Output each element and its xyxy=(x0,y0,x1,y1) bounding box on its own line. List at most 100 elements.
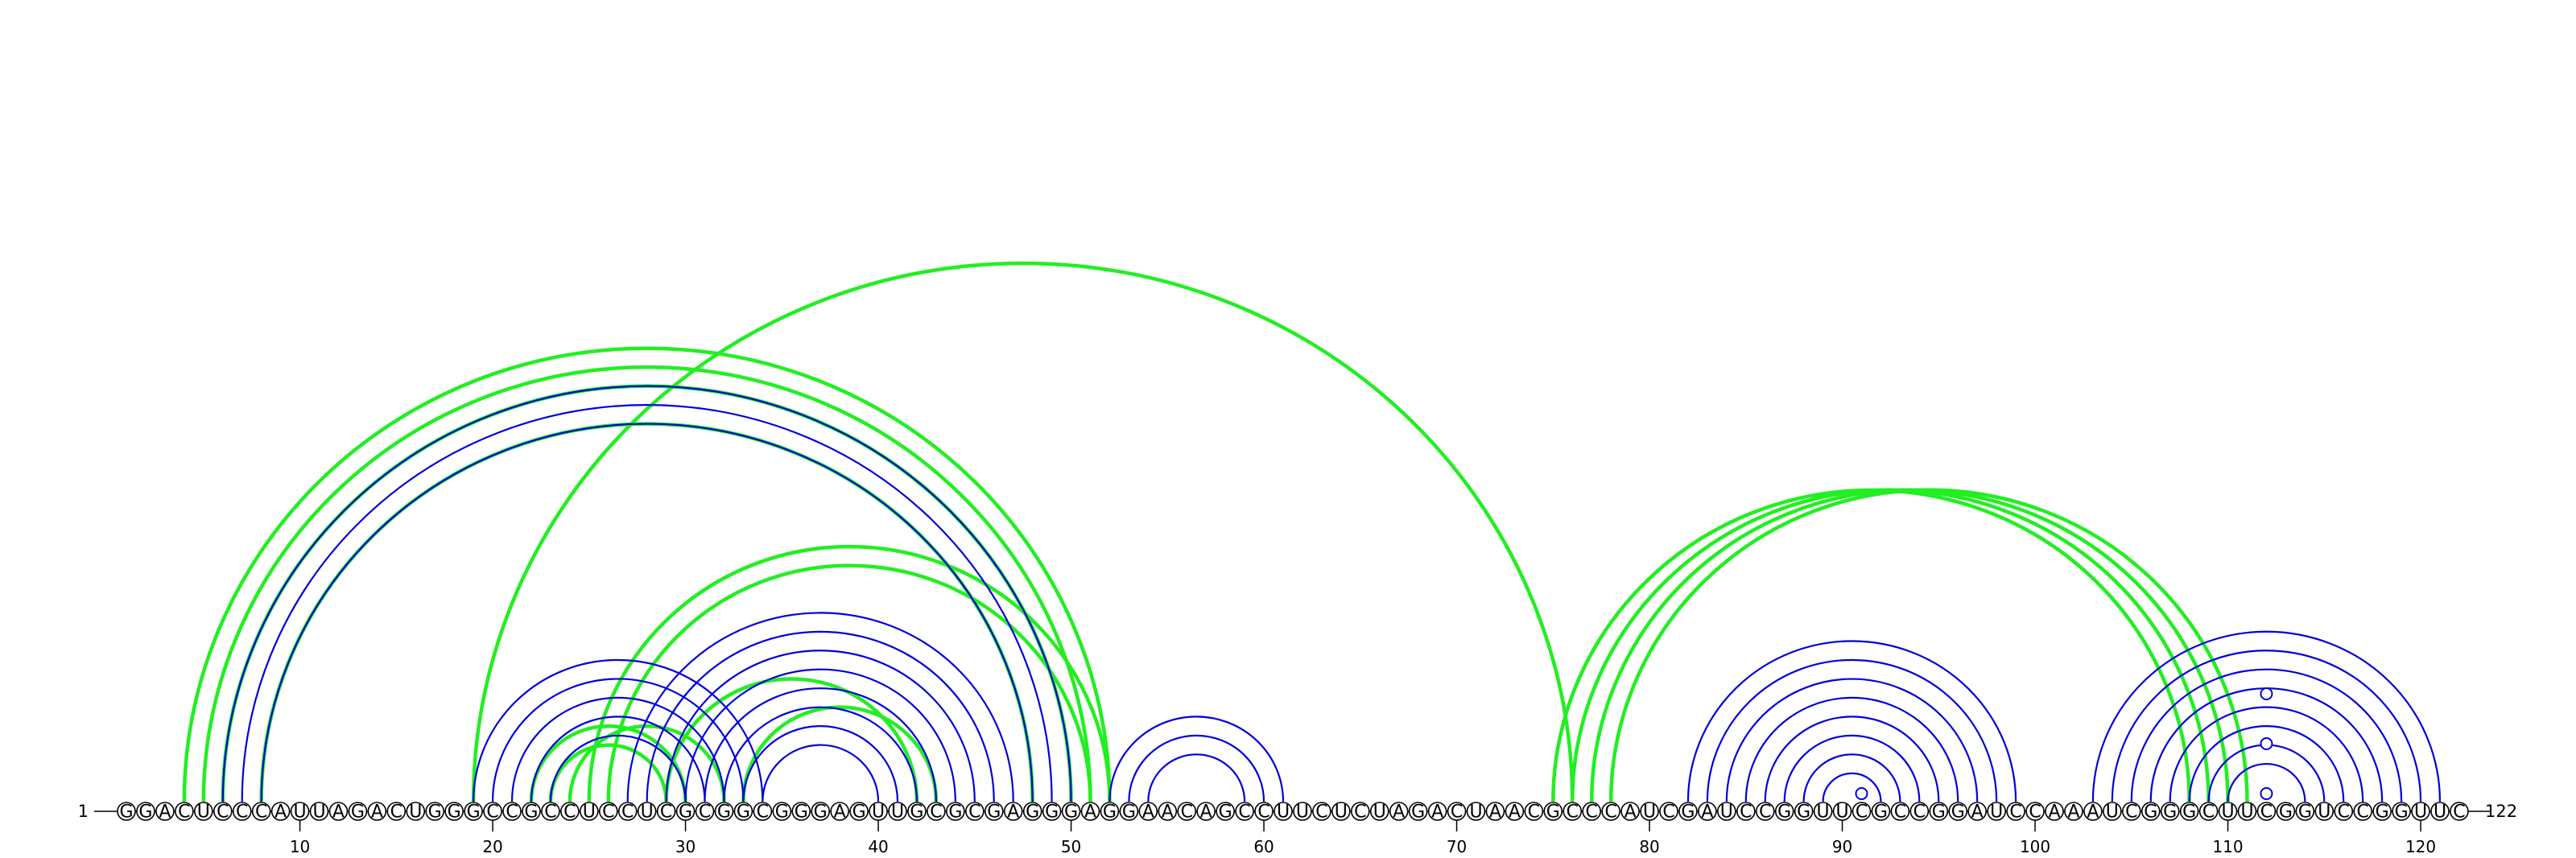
nucleotide-circle xyxy=(1698,802,1717,821)
blue-arc-20-33 xyxy=(491,678,745,802)
nucleotide-letter: C xyxy=(1604,802,1616,823)
nucleotide-circle xyxy=(1312,802,1331,821)
nucleotide-circle xyxy=(2140,802,2161,821)
nucleotide-circle xyxy=(1485,802,1505,821)
blue-arc-103-121 xyxy=(2091,630,2442,802)
nucleotide-letter: G xyxy=(1874,802,1888,823)
nucleotide-107: G xyxy=(2160,802,2180,823)
nucleotide-119: G xyxy=(2392,802,2411,823)
nucleotide-letter: G xyxy=(948,802,962,823)
green-arc-4-52 xyxy=(182,346,1112,802)
nucleotide-letter: A xyxy=(1431,802,1443,823)
nucleotide-circle xyxy=(2122,802,2141,821)
nucleotide-circle xyxy=(328,802,349,821)
nucleotide-circle xyxy=(2450,802,2469,821)
nucleotide-114: G xyxy=(2295,802,2315,823)
nucleotide-letter: G xyxy=(795,802,808,823)
nucleotide-1: G xyxy=(117,802,136,823)
nucleotide-97: A xyxy=(1967,802,1987,823)
nucleotide-letter: U xyxy=(1277,802,1290,823)
nucleotide-letter: U xyxy=(583,802,596,823)
nucleotide-circle xyxy=(1678,802,1698,821)
nucleotide-letter: G xyxy=(2182,802,2196,823)
nucleotide-letter: C xyxy=(2202,802,2215,823)
nucleotide-letter: A xyxy=(2087,802,2099,823)
nucleotide-42: G xyxy=(907,802,927,823)
nucleotide-circle xyxy=(888,802,907,821)
nucleotide-circle xyxy=(1003,802,1023,821)
nucleotide-51: A xyxy=(1080,802,1100,823)
nucleotide-circle xyxy=(1852,802,1872,821)
nucleotide-circle xyxy=(1948,802,1968,821)
blue-arc-108-116 xyxy=(2188,725,2345,802)
nucleotide-47: A xyxy=(1003,802,1023,823)
blue-arc-86-95 xyxy=(1764,716,1940,802)
green-arc-6-50 xyxy=(221,384,1073,802)
nucleotide-109: C xyxy=(2198,802,2219,823)
nucleotide-letter: C xyxy=(1315,802,1327,823)
blue-arc-54-59 xyxy=(1147,753,1246,802)
nucleotide-73: A xyxy=(1505,802,1525,823)
blue-arc-31-43 xyxy=(704,687,937,802)
nucleotide-circle xyxy=(1466,802,1486,821)
nucleotide-letter: G xyxy=(2395,802,2409,823)
nucleotide-letter: A xyxy=(1162,802,1174,823)
nucleotide-circle xyxy=(1505,802,1525,821)
nucleotide-46: G xyxy=(984,802,1004,823)
nucleotide-circle xyxy=(444,802,464,821)
nucleotide-letter: U xyxy=(1373,802,1386,823)
nucleotide-letter: C xyxy=(968,802,980,823)
blue-arc-53-60 xyxy=(1128,734,1265,802)
nucleotide-64: U xyxy=(1331,802,1351,823)
nucleotide-letter: A xyxy=(1393,802,1405,823)
nucleotide-circle xyxy=(2103,802,2122,821)
nucleotide-106: G xyxy=(2140,802,2161,823)
nucleotide-2: G xyxy=(136,802,155,823)
nucleotide-letter: A xyxy=(275,802,287,823)
nucleotide-circle xyxy=(695,802,715,821)
nucleotide-20: C xyxy=(483,802,502,823)
nucleotide-circle xyxy=(541,802,560,821)
nucleotide-letter: G xyxy=(852,802,866,823)
nucleotide-circle xyxy=(2372,802,2392,821)
nucleotide-circle xyxy=(1427,802,1447,821)
nucleotide-letter: G xyxy=(1064,802,1078,823)
nucleotide-letter: G xyxy=(1777,802,1791,823)
nucleotide-21: C xyxy=(502,802,522,823)
nucleotide-circle xyxy=(946,802,965,821)
nucleotide-circle xyxy=(2064,802,2083,821)
green-arc-33-43 xyxy=(741,705,939,802)
nucleotide-circle xyxy=(1119,802,1139,821)
nucleotide-letter: U xyxy=(1643,802,1656,823)
nucleotide-81: C xyxy=(1659,802,1678,823)
nucleotide-circle xyxy=(2179,802,2199,821)
nucleotide-52: G xyxy=(1100,802,1120,823)
green-arc-19-76 xyxy=(471,261,1575,802)
nucleotide-circle xyxy=(1022,802,1042,821)
nucleotide-34: C xyxy=(753,802,773,823)
tick-label-100: 100 xyxy=(2020,837,2050,856)
unpaired-marker-2 xyxy=(2260,787,2273,800)
nucleotide-letter: C xyxy=(564,802,576,823)
nucleotide-68: G xyxy=(1408,802,1428,823)
nucleotide-54: A xyxy=(1138,802,1158,823)
nucleotide-circle xyxy=(2334,802,2354,821)
start-position-label: 1 xyxy=(78,802,89,821)
nucleotide-letter: A xyxy=(2048,802,2060,823)
tick-label-30: 30 xyxy=(675,837,696,856)
nucleotide-circle xyxy=(1736,802,1756,821)
nucleotide-letter: U xyxy=(2318,802,2330,823)
nucleotide-circle xyxy=(1177,802,1197,821)
nucleotide-circle xyxy=(1196,802,1216,821)
blue-arc-32-42 xyxy=(723,706,919,802)
nucleotide-circle xyxy=(830,802,849,821)
nucleotide-letter: C xyxy=(178,802,190,823)
nucleotide-94: C xyxy=(1909,802,1930,823)
nucleotide-circle xyxy=(464,802,483,821)
nucleotide-letter: A xyxy=(332,802,345,823)
nucleotide-letter: C xyxy=(544,802,556,823)
nucleotide-circle xyxy=(155,802,175,821)
nucleotide-15: C xyxy=(386,802,407,823)
nucleotide-circle xyxy=(502,802,522,821)
nucleotide-69: A xyxy=(1427,802,1447,823)
